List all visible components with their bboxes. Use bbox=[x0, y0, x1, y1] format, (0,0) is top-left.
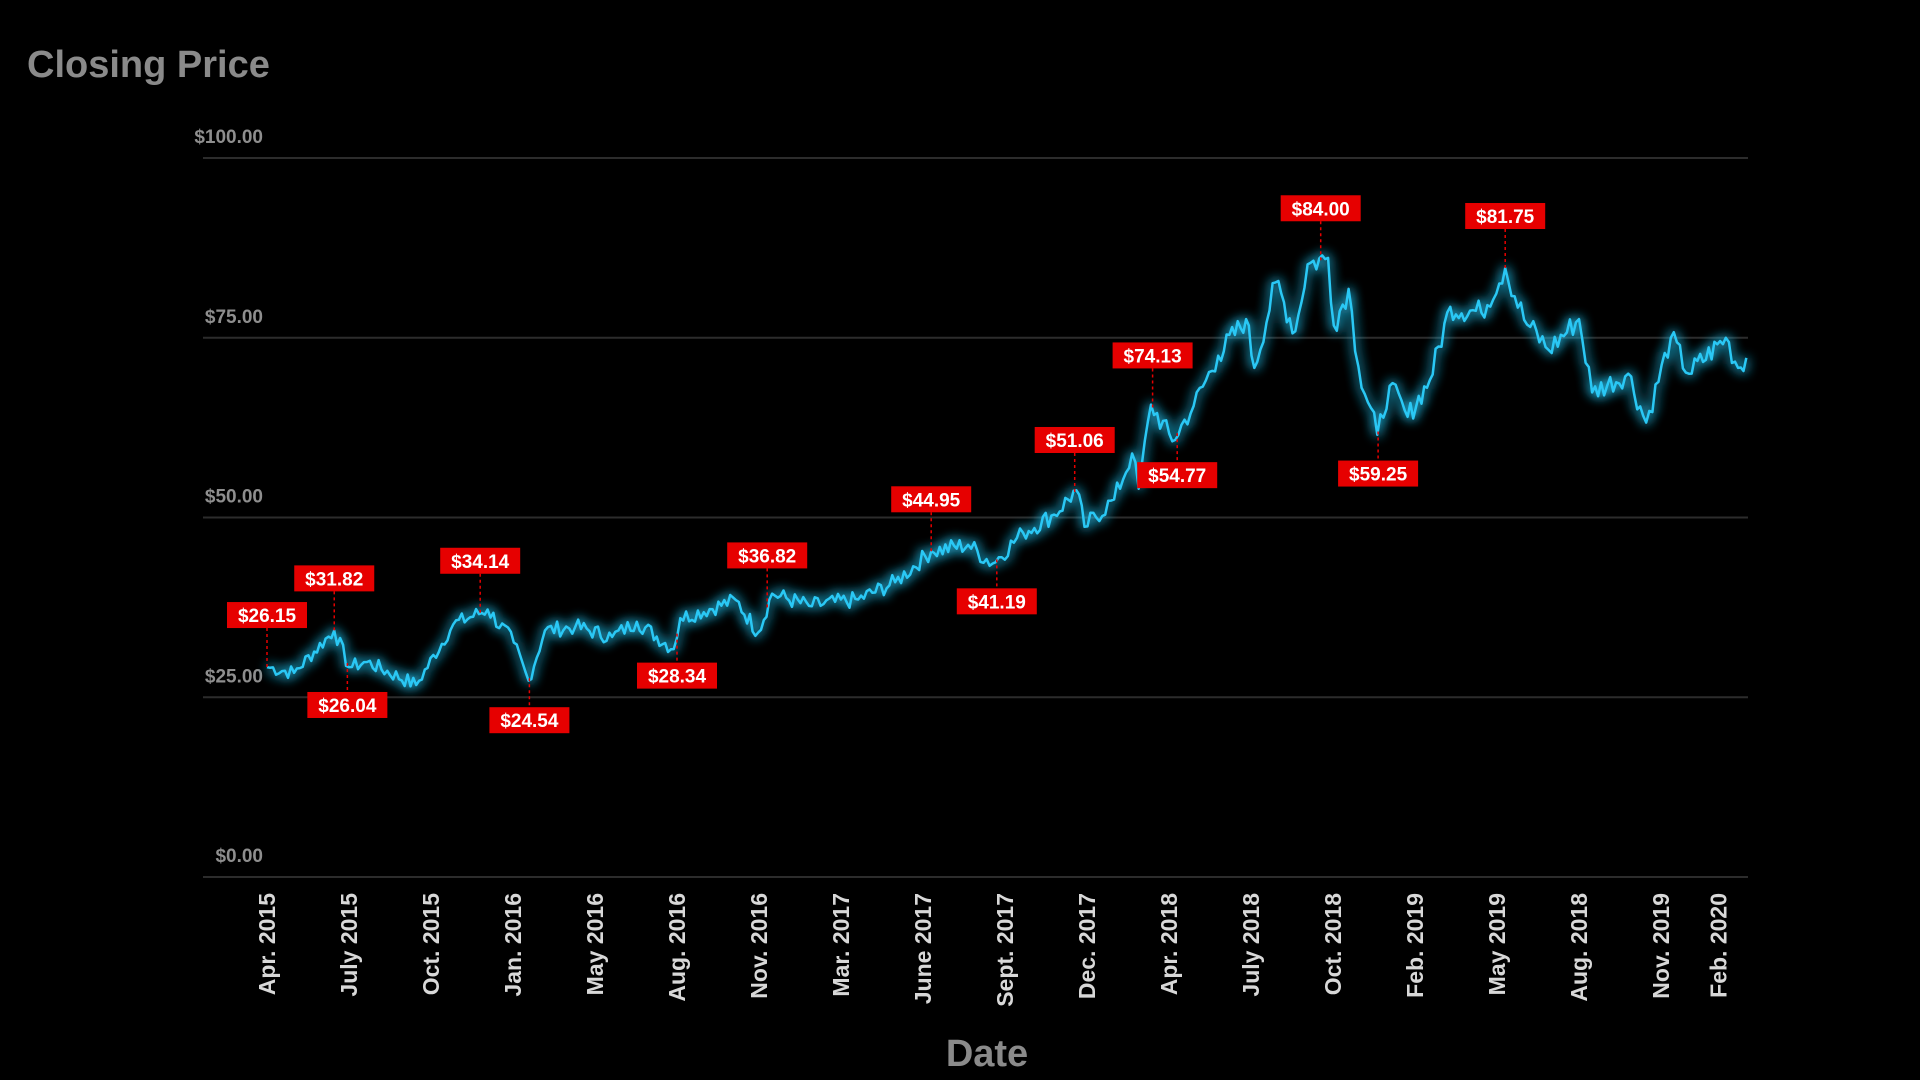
x-tick-label: Aug. 2018 bbox=[1566, 893, 1592, 1002]
x-tick-label: Feb. 2020 bbox=[1705, 893, 1731, 998]
x-tick-label: Sept. 2017 bbox=[992, 893, 1018, 1007]
annotation-label: $28.34 bbox=[648, 667, 707, 688]
annotation-box bbox=[956, 588, 1037, 615]
annotation-box bbox=[294, 565, 375, 592]
x-tick-label: Jan. 2016 bbox=[500, 893, 526, 997]
annotation-box bbox=[637, 662, 717, 689]
x-tick-label: Apr. 2015 bbox=[254, 893, 280, 995]
y-tick-label: $25.00 bbox=[205, 666, 263, 687]
annotation-box bbox=[727, 542, 808, 569]
annotation-label: $84.00 bbox=[1292, 199, 1350, 220]
x-tick-label: May 2016 bbox=[582, 893, 608, 995]
annotation-label: $31.82 bbox=[305, 569, 363, 590]
annotation-box bbox=[307, 691, 388, 718]
x-tick-label: Nov. 2019 bbox=[1648, 893, 1674, 999]
x-tick-label: Oct. 2015 bbox=[418, 893, 444, 995]
chart-title: Closing Price bbox=[27, 44, 270, 86]
x-tick-label: Feb. 2019 bbox=[1402, 893, 1428, 998]
x-tick-label: May 2019 bbox=[1484, 893, 1510, 995]
annotation-label: $36.82 bbox=[738, 546, 796, 567]
x-tick-label: Aug. 2016 bbox=[664, 893, 690, 1002]
annotation-box bbox=[489, 707, 570, 734]
x-tick-label: Nov. 2016 bbox=[746, 893, 772, 999]
x-tick-label: Dec. 2017 bbox=[1074, 893, 1100, 999]
annotation-box bbox=[1465, 203, 1546, 230]
x-tick-label: Oct. 2018 bbox=[1320, 893, 1346, 995]
annotation-label: $34.14 bbox=[451, 552, 510, 573]
annotation-label: $74.13 bbox=[1124, 346, 1182, 367]
annotation-box bbox=[1112, 342, 1193, 369]
y-tick-label: $0.00 bbox=[215, 846, 263, 867]
annotation-box bbox=[1280, 195, 1361, 222]
annotation-label: $41.19 bbox=[968, 592, 1026, 613]
price-line bbox=[266, 254, 1748, 688]
annotation-box bbox=[1338, 460, 1419, 487]
annotation-label: $26.15 bbox=[238, 606, 297, 627]
annotation-label: $44.95 bbox=[902, 490, 961, 511]
x-tick-label: Mar. 2017 bbox=[828, 893, 854, 997]
annotation-label: $81.75 bbox=[1476, 207, 1535, 228]
annotation-box bbox=[1034, 426, 1115, 453]
annotation-box bbox=[1137, 462, 1218, 489]
annotation-label: $26.04 bbox=[318, 696, 377, 717]
annotation-box bbox=[440, 547, 521, 574]
annotation-box bbox=[891, 486, 972, 513]
annotation-label: $24.54 bbox=[500, 711, 559, 732]
x-tick-label: Apr. 2018 bbox=[1156, 893, 1182, 995]
y-tick-label: $100.00 bbox=[194, 127, 263, 148]
annotation-box bbox=[227, 602, 307, 629]
x-tick-label: July 2015 bbox=[336, 893, 362, 997]
annotation-label: $54.77 bbox=[1148, 466, 1206, 487]
annotation-label: $51.06 bbox=[1046, 431, 1104, 452]
x-tick-label: June 2017 bbox=[910, 893, 936, 1004]
y-tick-label: $50.00 bbox=[205, 487, 263, 508]
y-tick-label: $75.00 bbox=[205, 307, 263, 328]
x-axis-title: Date bbox=[945, 1033, 1029, 1075]
x-tick-label: July 2018 bbox=[1238, 893, 1264, 997]
annotation-label: $59.25 bbox=[1349, 465, 1408, 486]
